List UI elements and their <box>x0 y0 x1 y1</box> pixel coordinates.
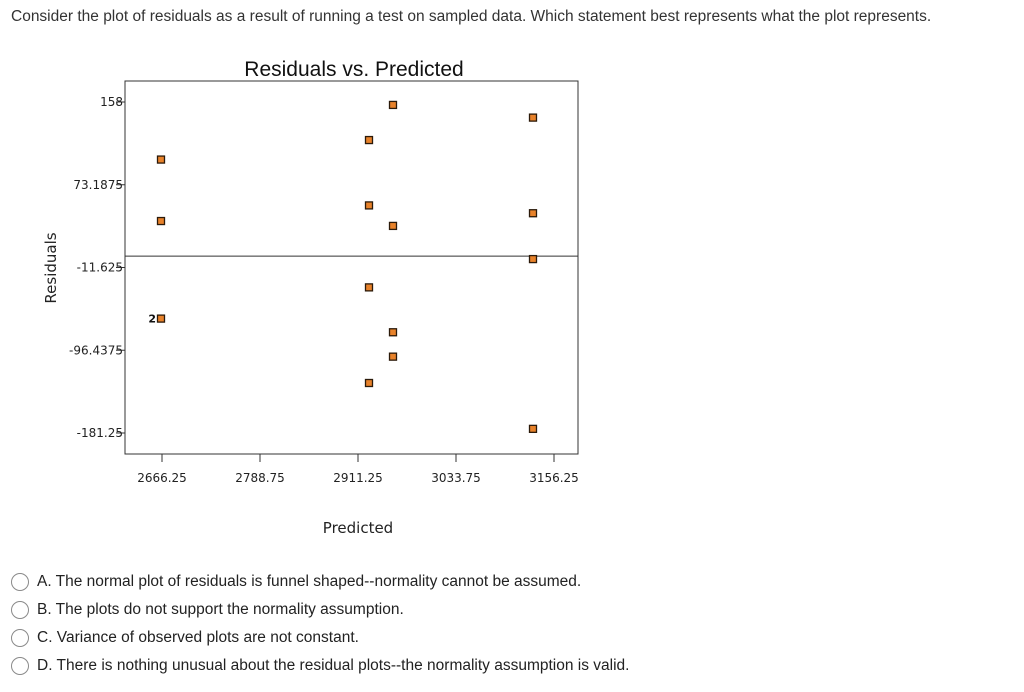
x-tick-label: 3156.25 <box>529 471 579 485</box>
data-point <box>156 216 166 226</box>
data-points: 2 <box>148 100 538 434</box>
chart-title: Residuals vs. Predicted <box>244 58 463 81</box>
radio-a[interactable] <box>11 573 29 591</box>
residual-scatter-chart: Residuals vs. Predicted 158 73.1875 -11.62… <box>42 58 579 537</box>
option-d-label: D. There is nothing unusual about the re… <box>37 657 630 674</box>
question-text: Consider the plot of residuals as a resu… <box>11 8 932 25</box>
x-tick-label: 2788.75 <box>235 471 285 485</box>
answer-options: A. The normal plot of residuals is funne… <box>11 568 629 680</box>
plot-frame <box>124 80 579 455</box>
x-tick-label: 2911.25 <box>333 471 383 485</box>
data-point <box>528 424 538 434</box>
data-point-count-label: 2 <box>148 313 156 326</box>
y-tick-label: -181.25 <box>77 426 123 440</box>
radio-d[interactable] <box>11 657 29 675</box>
option-b[interactable]: B. The plots do not support the normalit… <box>11 596 629 624</box>
data-point <box>388 100 398 110</box>
y-tick-label: 158 <box>100 95 123 109</box>
option-d[interactable]: D. There is nothing unusual about the re… <box>11 652 629 680</box>
y-tick-label: -11.625 <box>77 261 123 275</box>
x-axis-label: Predicted <box>323 519 393 537</box>
data-point <box>388 328 398 337</box>
option-a-label: A. The normal plot of residuals is funne… <box>37 573 582 590</box>
data-point <box>528 209 538 218</box>
data-point <box>388 221 398 231</box>
data-point <box>156 314 166 323</box>
option-c[interactable]: C. Variance of observed plots are not co… <box>11 624 629 652</box>
data-point <box>156 155 166 164</box>
option-a[interactable]: A. The normal plot of residuals is funne… <box>11 568 629 596</box>
data-point <box>528 113 538 122</box>
radio-c[interactable] <box>11 629 29 647</box>
radio-b[interactable] <box>11 601 29 619</box>
option-b-label: B. The plots do not support the normalit… <box>37 601 404 618</box>
y-axis: 158 73.1875 -11.625 -96.4375 -181.25 <box>69 95 125 440</box>
x-tick-label: 2666.25 <box>137 471 187 485</box>
x-tick-label: 3033.75 <box>431 471 481 485</box>
option-c-label: C. Variance of observed plots are not co… <box>37 629 359 646</box>
data-point <box>364 283 374 292</box>
y-axis-label: Residuals <box>42 232 60 303</box>
y-tick-label: 73.1875 <box>73 178 123 192</box>
data-point <box>364 201 374 210</box>
data-point <box>528 254 538 264</box>
x-axis: 2666.25 2788.75 2911.25 3033.75 3156.25 <box>137 454 579 485</box>
data-point <box>364 378 374 388</box>
data-point <box>364 135 374 145</box>
data-point <box>388 352 398 361</box>
y-tick-label: -96.4375 <box>69 343 123 357</box>
